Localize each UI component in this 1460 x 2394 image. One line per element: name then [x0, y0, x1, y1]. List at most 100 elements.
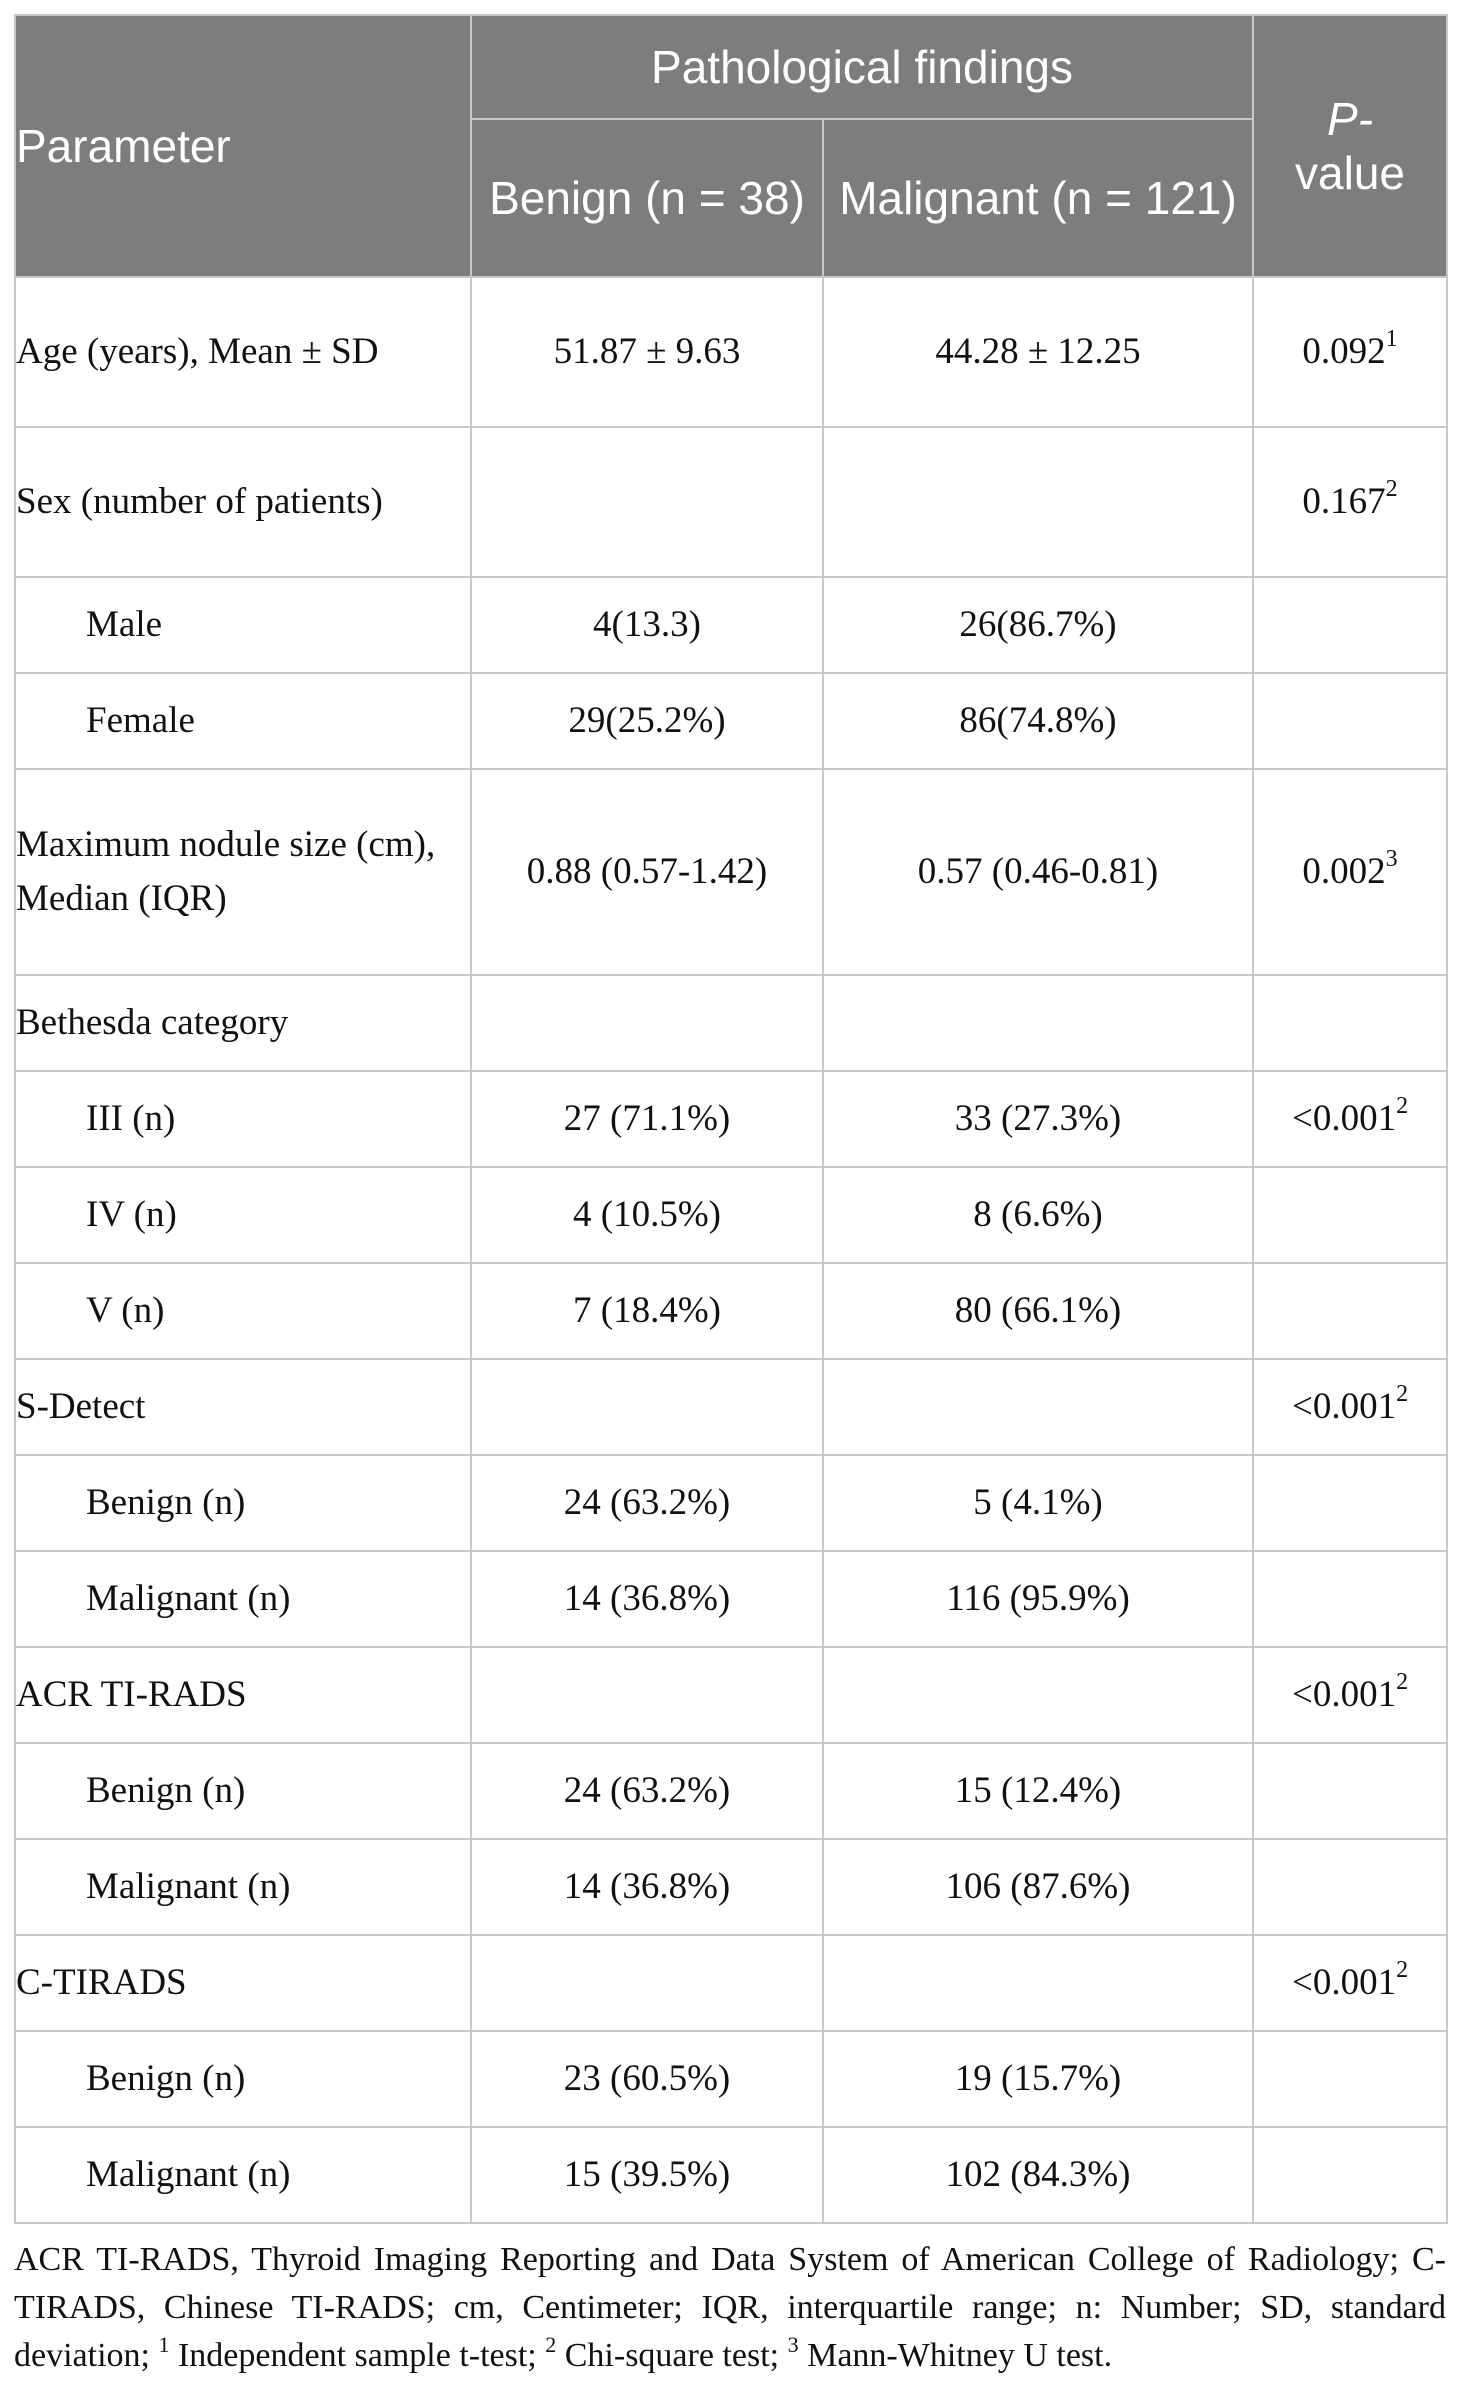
- benign-value: 24 (63.2%): [470, 1742, 824, 1840]
- benign-value: 4(13.3): [470, 576, 824, 674]
- p-value-cell: <0.0012: [1252, 1358, 1449, 1456]
- malignant-value: [821, 1934, 1255, 2032]
- benign-value: [470, 1934, 824, 2032]
- p-value-cell: [1252, 1454, 1449, 1552]
- row-label: Maximum nodule size (cm), Median (IQR): [14, 768, 472, 976]
- row-label: Malignant (n): [14, 2126, 472, 2224]
- p-value-cell: [1252, 2126, 1449, 2224]
- p-value: <0.001: [1291, 1674, 1397, 1715]
- table-row: Male 4(13.3) 26(86.7%): [14, 576, 1449, 674]
- p-value-note-ref: 2: [1385, 475, 1398, 502]
- benign-value: 15 (39.5%): [470, 2126, 824, 2224]
- benign-value: 24 (63.2%): [470, 1454, 824, 1552]
- table-row: Benign (n) 24 (63.2%) 5 (4.1%): [14, 1454, 1449, 1552]
- row-label: V (n): [14, 1262, 472, 1360]
- p-value-cell: [1252, 1742, 1449, 1840]
- p-value-cell: 0.0921: [1252, 276, 1449, 428]
- table-row: III (n) 27 (71.1%) 33 (27.3%) <0.0012: [14, 1070, 1449, 1168]
- row-label: Malignant (n): [14, 1550, 472, 1648]
- p-value-cell: <0.0012: [1252, 1646, 1449, 1744]
- benign-value: 23 (60.5%): [470, 2030, 824, 2128]
- p-value-cell: [1252, 672, 1449, 770]
- row-label: Malignant (n): [14, 1838, 472, 1936]
- p-value: 0.167: [1302, 481, 1386, 522]
- table-row: Malignant (n) 15 (39.5%) 102 (84.3%): [14, 2126, 1449, 2224]
- malignant-value: [821, 426, 1255, 578]
- benign-value: 51.87 ± 9.63: [470, 276, 824, 428]
- malignant-value: 116 (95.9%): [821, 1550, 1255, 1648]
- p-value-cell: 0.1672: [1252, 426, 1449, 578]
- footnote-ref-3: 3: [787, 2331, 799, 2357]
- p-value-note-ref: 2: [1396, 1380, 1409, 1407]
- malignant-value: [821, 1646, 1255, 1744]
- table-row: Bethesda category: [14, 974, 1449, 1072]
- malignant-value: 86(74.8%): [821, 672, 1255, 770]
- table-row: C-TIRADS <0.0012: [14, 1934, 1449, 2032]
- malignant-value: 102 (84.3%): [821, 2126, 1255, 2224]
- p-value-note-ref: 2: [1396, 1092, 1409, 1119]
- p-value-cell: [1252, 974, 1449, 1072]
- table-header: Parameter Pathological findings P- value…: [14, 14, 1449, 278]
- benign-value: 0.88 (0.57-1.42): [470, 768, 824, 976]
- header-malignant: Malignant (n = 121): [821, 118, 1255, 278]
- benign-value: 27 (71.1%): [470, 1070, 824, 1168]
- p-value: 0.092: [1302, 331, 1386, 372]
- malignant-value: [821, 974, 1255, 1072]
- header-pathological-findings: Pathological findings: [469, 14, 1255, 120]
- table-row: Sex (number of patients) 0.1672: [14, 426, 1449, 578]
- p-value: <0.001: [1291, 1962, 1397, 2003]
- table-row: Malignant (n) 14 (36.8%) 106 (87.6%): [14, 1838, 1449, 1936]
- p-value-cell: [1252, 1550, 1449, 1648]
- p-value: <0.001: [1291, 1098, 1397, 1139]
- benign-value: 14 (36.8%): [470, 1550, 824, 1648]
- row-label: III (n): [14, 1070, 472, 1168]
- p-value-note-ref: 3: [1385, 845, 1398, 872]
- malignant-value: 106 (87.6%): [821, 1838, 1255, 1936]
- table-row: S-Detect <0.0012: [14, 1358, 1449, 1456]
- row-label: Female: [14, 672, 472, 770]
- row-label: Benign (n): [14, 2030, 472, 2128]
- footnote-note-3: Mann-Whitney U test.: [807, 2337, 1113, 2374]
- p-value-cell: [1252, 576, 1449, 674]
- footnote-ref-1: 1: [158, 2331, 170, 2357]
- benign-value: [470, 1358, 824, 1456]
- row-label: Sex (number of patients): [14, 426, 472, 578]
- header-parameter: Parameter: [14, 14, 472, 278]
- table-row: Benign (n) 24 (63.2%) 15 (12.4%): [14, 1742, 1449, 1840]
- header-benign: Benign (n = 38): [470, 118, 824, 278]
- benign-value: 29(25.2%): [470, 672, 824, 770]
- table-row: Maximum nodule size (cm), Median (IQR) 0…: [14, 768, 1449, 976]
- benign-value: [470, 426, 824, 578]
- p-value: 0.002: [1302, 851, 1386, 892]
- table-row: Age (years), Mean ± SD 51.87 ± 9.63 44.2…: [14, 276, 1449, 428]
- malignant-value: 8 (6.6%): [821, 1166, 1255, 1264]
- header-p-suffix: value: [1295, 147, 1405, 199]
- footnote-note-1: Independent sample t-test;: [177, 2337, 537, 2374]
- malignant-value: 15 (12.4%): [821, 1742, 1255, 1840]
- table-row: IV (n) 4 (10.5%) 8 (6.6%): [14, 1166, 1449, 1264]
- results-table: Parameter Pathological findings P- value…: [14, 14, 1449, 2224]
- p-value-cell: [1252, 1166, 1449, 1264]
- malignant-value: 26(86.7%): [821, 576, 1255, 674]
- footnote-abbreviations: ACR TI-RADS, Thyroid Imaging Reporting a…: [14, 2241, 1446, 2374]
- footnote-note-2: Chi-square test;: [564, 2337, 780, 2374]
- footnote-ref-2: 2: [545, 2331, 557, 2357]
- malignant-value: 5 (4.1%): [821, 1454, 1255, 1552]
- malignant-value: 0.57 (0.46-0.81): [821, 768, 1255, 976]
- row-label: S-Detect: [14, 1358, 472, 1456]
- p-value-note-ref: 2: [1396, 1956, 1409, 1983]
- p-value-note-ref: 2: [1396, 1668, 1409, 1695]
- p-value-cell: <0.0012: [1252, 1070, 1449, 1168]
- p-value-cell: [1252, 2030, 1449, 2128]
- p-value-cell: 0.0023: [1252, 768, 1449, 976]
- table-row: Malignant (n) 14 (36.8%) 116 (95.9%): [14, 1550, 1449, 1648]
- table-body: Age (years), Mean ± SD 51.87 ± 9.63 44.2…: [14, 276, 1449, 2224]
- p-value-cell: [1252, 1838, 1449, 1936]
- p-value-note-ref: 1: [1385, 325, 1398, 352]
- malignant-value: 44.28 ± 12.25: [821, 276, 1255, 428]
- malignant-value: 80 (66.1%): [821, 1262, 1255, 1360]
- benign-value: 14 (36.8%): [470, 1838, 824, 1936]
- malignant-value: [821, 1358, 1255, 1456]
- benign-value: [470, 1646, 824, 1744]
